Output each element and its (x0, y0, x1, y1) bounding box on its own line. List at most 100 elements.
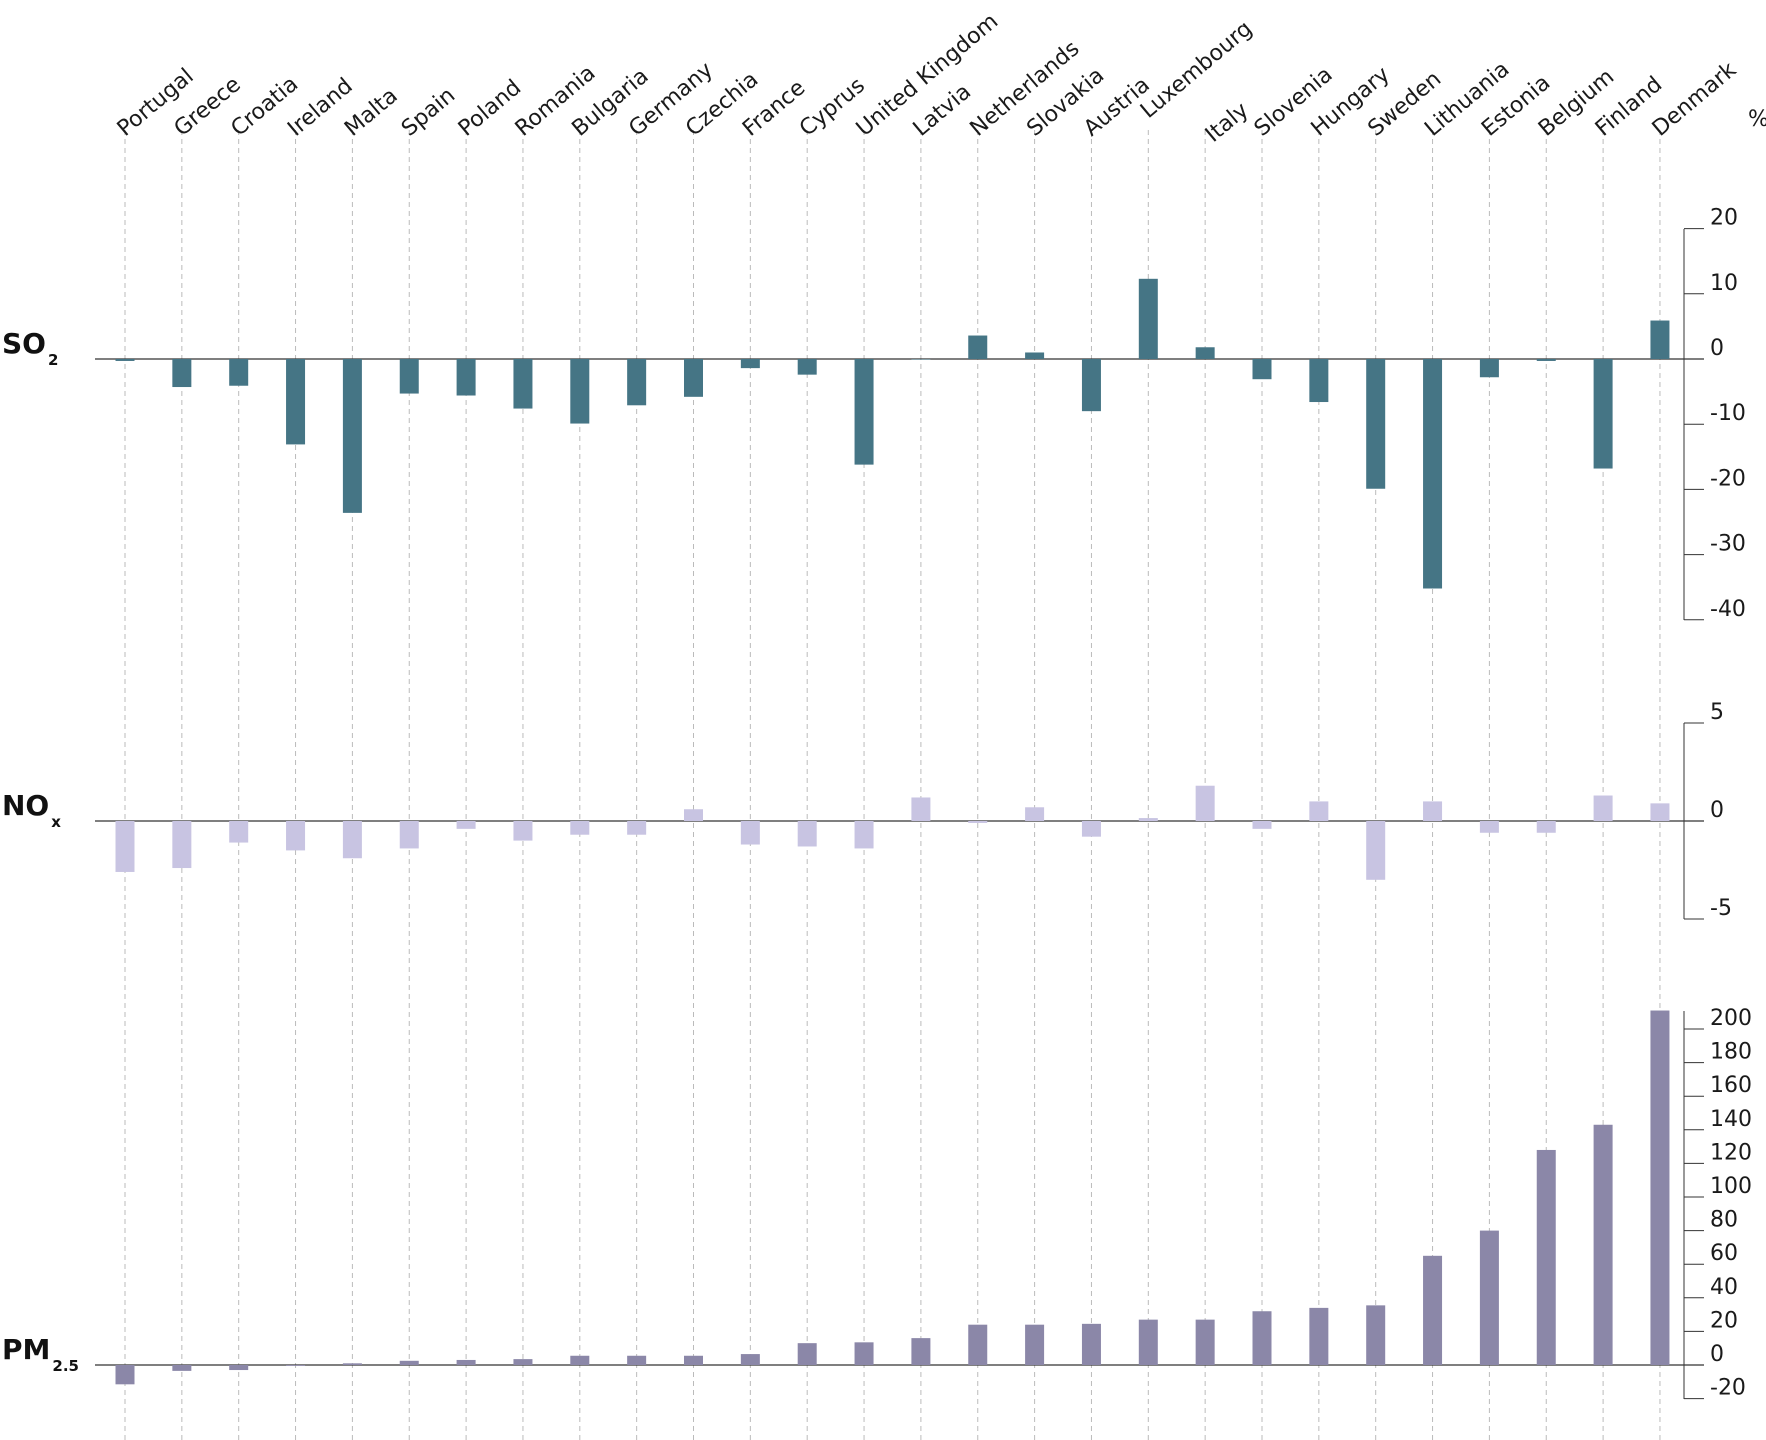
pm25-bar-luxembourg (1138, 1319, 1158, 1365)
pm25-bar-denmark (1650, 1010, 1670, 1365)
nox-bar-hungary (1309, 801, 1329, 821)
so2-bar-poland (456, 359, 476, 396)
pm25-bar-belgium (1536, 1149, 1556, 1365)
pm25-bar-finland (1593, 1124, 1613, 1365)
pm25-bar-united-kingdom (854, 1342, 874, 1365)
so2-bar-austria (1081, 359, 1101, 412)
pm25-tick-label-0: 200 (1710, 1006, 1752, 1031)
pm25-bar-croatia (229, 1365, 249, 1371)
pm25-bar-netherlands (968, 1324, 988, 1365)
so2-bar-latvia (911, 359, 931, 360)
pm25-bar-czechia (684, 1355, 703, 1365)
nox-bar-slovenia (1252, 821, 1272, 829)
country-label-spain: Spain (397, 83, 460, 142)
pm25-tick-label-9: 20 (1710, 1308, 1738, 1333)
nox-bar-czechia (684, 809, 703, 821)
nox-bar-ireland (286, 821, 306, 851)
so2-bar-czechia (684, 359, 703, 397)
nox-bar-spain (399, 821, 419, 849)
so2-tick-label-2: 0 (1710, 336, 1724, 361)
unit-label: % (1748, 107, 1766, 132)
nox-bar-austria (1081, 821, 1101, 837)
pm25-tick-label-11: -20 (1710, 1376, 1746, 1401)
so2-tick-label-4: -20 (1710, 466, 1746, 491)
pm25-bar-slovenia (1252, 1311, 1272, 1365)
so2-bar-malta (342, 359, 362, 513)
pm25-tick-label-10: 0 (1710, 1342, 1724, 1367)
nox-bar-romania (513, 821, 533, 841)
country-label-italy: Italy (1201, 98, 1254, 148)
so2-bar-ireland (286, 359, 306, 445)
so2-tick-label-3: -10 (1710, 401, 1746, 426)
pm25-bar-cyprus (797, 1343, 817, 1365)
nox-tick-label-1: 0 (1710, 798, 1724, 823)
nox-bar-estonia (1479, 821, 1499, 833)
nox-bar-finland (1593, 795, 1613, 821)
nox-bar-bulgaria (570, 821, 590, 835)
pm25-bar-poland (456, 1359, 476, 1365)
nox-bar-lithuania (1423, 801, 1443, 821)
nox-bar-netherlands (968, 821, 988, 823)
pm25-panel-subscript: 2.5 (52, 1357, 79, 1375)
pm25-bar-austria (1081, 1323, 1101, 1365)
so2-tick-label-0: 20 (1710, 206, 1738, 231)
nox-bar-greece (172, 821, 192, 869)
nox-bar-united-kingdom (854, 821, 874, 849)
so2-bar-hungary (1309, 359, 1329, 403)
so2-bar-romania (513, 359, 533, 409)
nox-tick-label-0: 5 (1710, 700, 1724, 725)
pm25-bar-hungary (1309, 1307, 1329, 1365)
pm25-bar-lithuania (1423, 1255, 1443, 1365)
pm25-bar-latvia (911, 1338, 931, 1365)
pm25-bar-italy (1195, 1319, 1215, 1365)
so2-tick-label-6: -40 (1710, 597, 1746, 622)
pm25-tick-label-4: 120 (1710, 1140, 1752, 1165)
nox-bar-italy (1195, 785, 1215, 821)
so2-bar-bulgaria (570, 359, 590, 424)
so2-bar-spain (399, 359, 419, 394)
pm25-bar-spain (399, 1360, 419, 1365)
nox-bar-cyprus (797, 821, 817, 847)
country-label-denmark: Denmark (1648, 57, 1742, 141)
nox-bar-germany (627, 821, 647, 835)
nox-bar-luxembourg (1138, 818, 1158, 821)
pm25-tick-label-5: 100 (1710, 1174, 1752, 1199)
nox-panel-subscript: x (51, 813, 61, 831)
so2-bar-estonia (1479, 359, 1499, 378)
so2-bar-luxembourg (1138, 278, 1158, 359)
so2-bar-france (740, 359, 760, 369)
nox-tick-label-2: -5 (1710, 896, 1732, 921)
pm25-bar-romania (513, 1359, 533, 1365)
so2-bar-slovenia (1252, 359, 1272, 380)
nox-bar-france (740, 821, 760, 845)
so2-bar-denmark (1650, 320, 1670, 359)
pm25-tick-label-2: 160 (1710, 1073, 1752, 1098)
so2-bar-lithuania (1423, 359, 1443, 589)
so2-bar-germany (627, 359, 647, 406)
nox-bar-malta (342, 821, 362, 859)
nox-bar-croatia (229, 821, 249, 843)
pm25-bar-greece (172, 1365, 192, 1371)
so2-bar-croatia (229, 359, 249, 386)
nox-bar-belgium (1536, 821, 1556, 833)
nox-bar-latvia (911, 797, 931, 821)
pm25-panel-label: PM (2, 1333, 50, 1366)
so2-bar-slovakia (1025, 352, 1045, 359)
pm25-tick-label-8: 40 (1710, 1275, 1738, 1300)
pm25-tick-label-3: 140 (1710, 1107, 1752, 1132)
nox-bar-sweden (1366, 821, 1386, 880)
pm25-bar-slovakia (1025, 1324, 1045, 1365)
pm25-tick-label-1: 180 (1710, 1040, 1752, 1065)
nox-bar-slovakia (1025, 807, 1045, 821)
so2-bar-portugal (115, 359, 135, 361)
nox-panel-label: NO (2, 789, 49, 822)
country-label-poland: Poland (454, 75, 526, 141)
pm25-bar-bulgaria (570, 1355, 590, 1365)
so2-bar-italy (1195, 347, 1215, 359)
pm25-bar-estonia (1479, 1230, 1499, 1365)
so2-bar-belgium (1536, 359, 1556, 361)
pm25-tick-label-6: 80 (1710, 1208, 1738, 1233)
so2-bar-finland (1593, 359, 1613, 469)
